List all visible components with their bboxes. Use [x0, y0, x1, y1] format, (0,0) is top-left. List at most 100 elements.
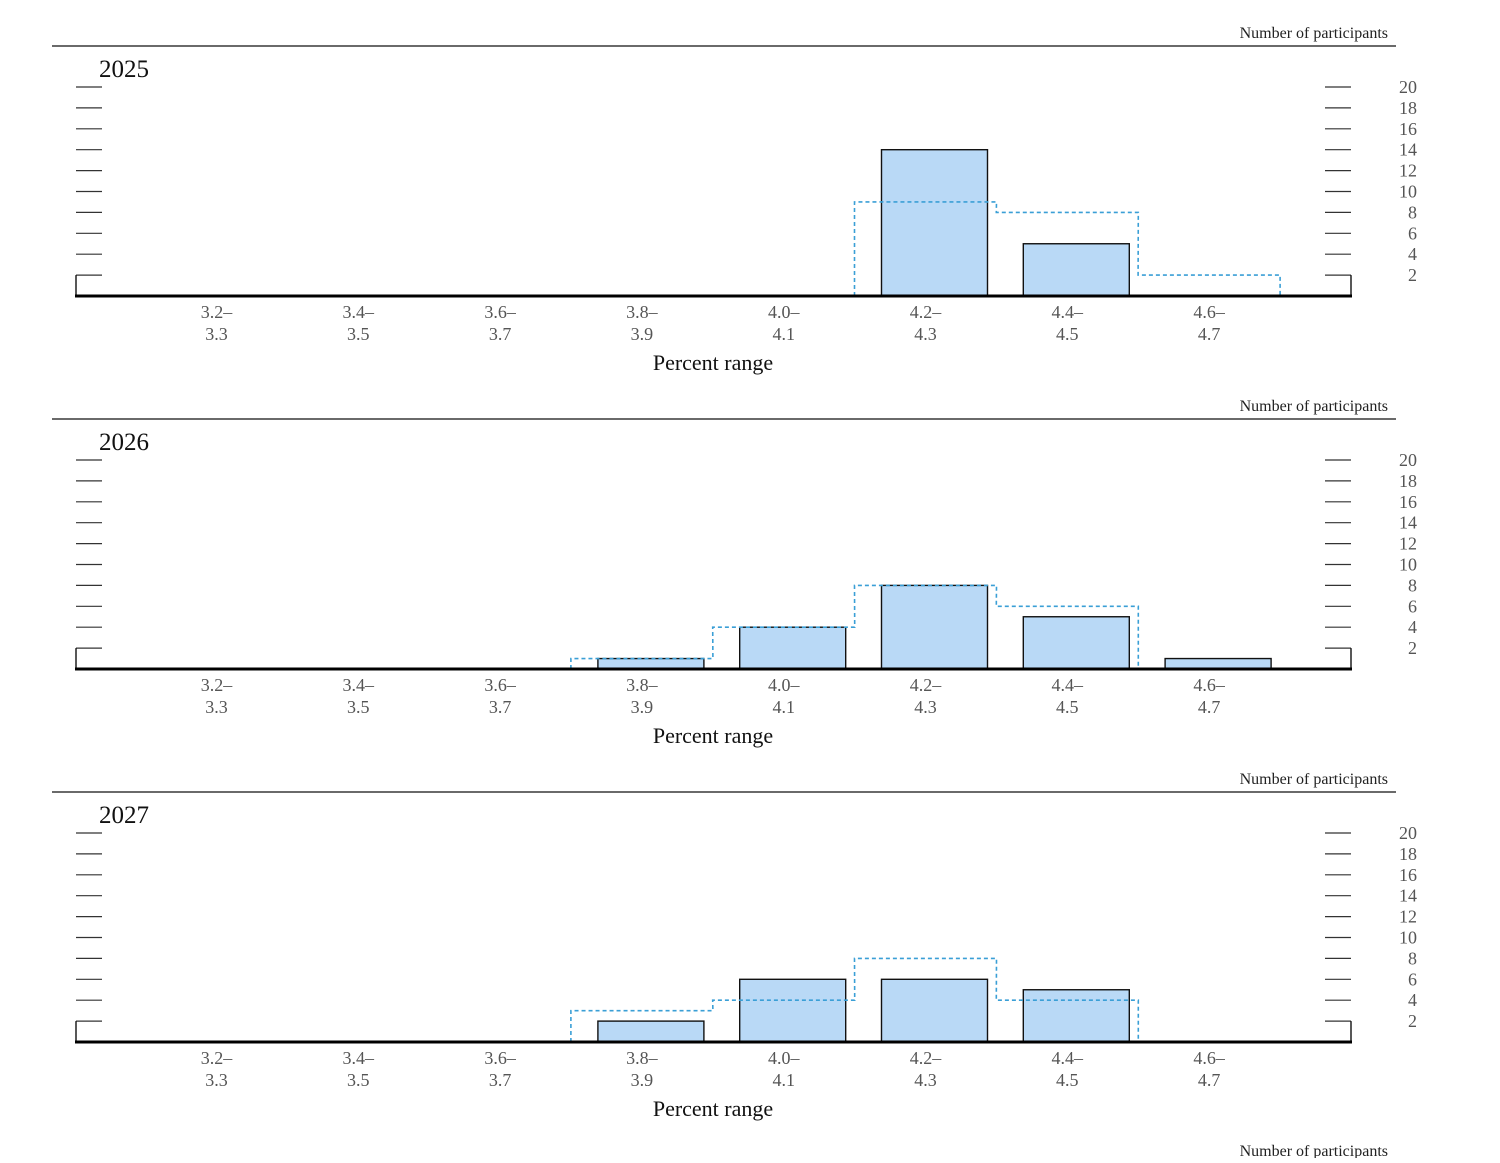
- x-axis-title: Percent range: [653, 723, 773, 748]
- x-tick-label-bottom: 4.7: [1198, 1070, 1221, 1090]
- footer-number-of-participants-label: Number of participants: [1240, 1143, 1388, 1158]
- y-tick-label: 14: [1399, 140, 1417, 160]
- x-tick-label-top: 4.4–: [1052, 675, 1085, 695]
- x-tick-label-bottom: 3.5: [347, 697, 370, 717]
- y-tick-label: 12: [1399, 907, 1417, 927]
- x-tick-label-top: 4.0–: [768, 675, 801, 695]
- y-tick-label: 18: [1399, 844, 1417, 864]
- x-tick-label-top: 3.4–: [343, 675, 376, 695]
- bar-4.4-4.5: [1022, 616, 1130, 670]
- previous-projection-outline: [853, 201, 1281, 296]
- x-tick-label-top: 3.8–: [626, 1048, 659, 1068]
- bar-4.4-4.5: [1022, 243, 1130, 297]
- x-tick-label-bottom: 3.5: [347, 1070, 370, 1090]
- x-tick-label-bottom: 3.9: [631, 697, 654, 717]
- x-tick-label-bottom: 4.5: [1056, 324, 1079, 344]
- x-tick-label-top: 4.4–: [1052, 302, 1085, 322]
- bar-4.0-4.1: [739, 626, 847, 670]
- y-tick-label: 2: [1408, 1011, 1417, 1031]
- x-tick-label-bottom: 4.3: [914, 1070, 937, 1090]
- x-tick-label-bottom: 4.1: [772, 1070, 795, 1090]
- y-tick-label: 10: [1399, 182, 1417, 202]
- x-tick-label-top: 4.0–: [768, 1048, 801, 1068]
- y-tick-label: 18: [1399, 98, 1417, 118]
- bar-4.6-4.7: [1164, 657, 1272, 670]
- x-tick-label-bottom: 4.3: [914, 324, 937, 344]
- x-tick-label-bottom: 3.7: [489, 697, 512, 717]
- bar-4.2-4.3: [880, 584, 989, 670]
- x-tick-label-top: 4.2–: [910, 675, 943, 695]
- x-tick-label-bottom: 3.3: [205, 1070, 228, 1090]
- x-tick-label-bottom: 3.7: [489, 324, 512, 344]
- y-tick-label: 20: [1399, 823, 1417, 843]
- x-axis-title: Percent range: [653, 350, 773, 375]
- y-tick-label: 4: [1408, 244, 1417, 264]
- x-tick-label-bottom: 3.9: [631, 1070, 654, 1090]
- x-tick-label-bottom: 4.1: [772, 697, 795, 717]
- x-tick-label-top: 3.8–: [626, 302, 659, 322]
- y-tick-label: 8: [1408, 575, 1417, 595]
- previous-projection-outline: [570, 957, 1140, 1042]
- y-tick-label: 16: [1399, 865, 1417, 885]
- y-tick-label: 10: [1399, 555, 1417, 575]
- x-tick-label-bottom: 4.7: [1198, 697, 1221, 717]
- x-tick-label-top: 3.6–: [484, 1048, 517, 1068]
- x-tick-label-top: 4.4–: [1052, 1048, 1085, 1068]
- y-tick-label: 16: [1399, 119, 1417, 139]
- bar-4.4-4.5: [1022, 989, 1130, 1043]
- y-tick-label: 8: [1408, 202, 1417, 222]
- x-axis-title: Percent range: [653, 1096, 773, 1121]
- x-tick-label-top: 3.2–: [201, 302, 234, 322]
- y-tick-label: 4: [1408, 990, 1417, 1010]
- panel-year-title: 2026: [99, 429, 149, 456]
- bar-4.2-4.3: [880, 978, 989, 1043]
- x-tick-label-top: 4.2–: [910, 1048, 943, 1068]
- y-tick-label: 2: [1408, 265, 1417, 285]
- x-tick-label-top: 4.6–: [1193, 1048, 1226, 1068]
- panel-year-title: 2027: [99, 802, 149, 829]
- y-tick-label: 6: [1408, 969, 1417, 989]
- bar-3.8-3.9: [597, 657, 705, 670]
- number-of-participants-label: Number of participants: [1240, 398, 1388, 415]
- x-tick-label-top: 4.2–: [910, 302, 943, 322]
- bar-4.2-4.3: [880, 148, 989, 297]
- y-tick-label: 16: [1399, 492, 1417, 512]
- x-tick-label-bottom: 3.7: [489, 1070, 512, 1090]
- x-tick-label-bottom: 3.3: [205, 697, 228, 717]
- number-of-participants-label: Number of participants: [1240, 771, 1388, 788]
- bar-4.0-4.1: [739, 978, 847, 1043]
- x-tick-label-top: 4.6–: [1193, 302, 1226, 322]
- y-tick-label: 2: [1408, 638, 1417, 658]
- x-tick-label-top: 3.2–: [201, 1048, 234, 1068]
- bar-3.8-3.9: [597, 1020, 705, 1043]
- y-tick-label: 6: [1408, 596, 1417, 616]
- x-tick-label-top: 3.4–: [343, 302, 376, 322]
- y-tick-label: 8: [1408, 948, 1417, 968]
- y-tick-label: 12: [1399, 161, 1417, 181]
- y-tick-label: 20: [1399, 77, 1417, 97]
- x-tick-label-bottom: 4.5: [1056, 1070, 1079, 1090]
- y-tick-label: 20: [1399, 450, 1417, 470]
- x-tick-label-top: 3.8–: [626, 675, 659, 695]
- y-tick-label: 4: [1408, 617, 1417, 637]
- x-tick-label-bottom: 3.5: [347, 324, 370, 344]
- y-tick-label: 14: [1399, 513, 1417, 533]
- y-tick-label: 10: [1399, 928, 1417, 948]
- y-tick-label: 12: [1399, 534, 1417, 554]
- x-tick-label-bottom: 4.7: [1198, 324, 1221, 344]
- x-tick-label-top: 3.6–: [484, 675, 517, 695]
- x-tick-label-top: 4.0–: [768, 302, 801, 322]
- x-tick-label-bottom: 4.3: [914, 697, 937, 717]
- x-tick-label-bottom: 3.3: [205, 324, 228, 344]
- y-tick-label: 14: [1399, 886, 1417, 906]
- previous-projection-outline: [570, 584, 1140, 669]
- x-tick-label-top: 3.2–: [201, 675, 234, 695]
- panel-year-title: 2025: [99, 56, 149, 83]
- x-tick-label-top: 3.4–: [343, 1048, 376, 1068]
- x-tick-label-top: 4.6–: [1193, 675, 1226, 695]
- y-tick-label: 18: [1399, 471, 1417, 491]
- x-tick-label-bottom: 4.5: [1056, 697, 1079, 717]
- x-tick-label-bottom: 4.1: [772, 324, 795, 344]
